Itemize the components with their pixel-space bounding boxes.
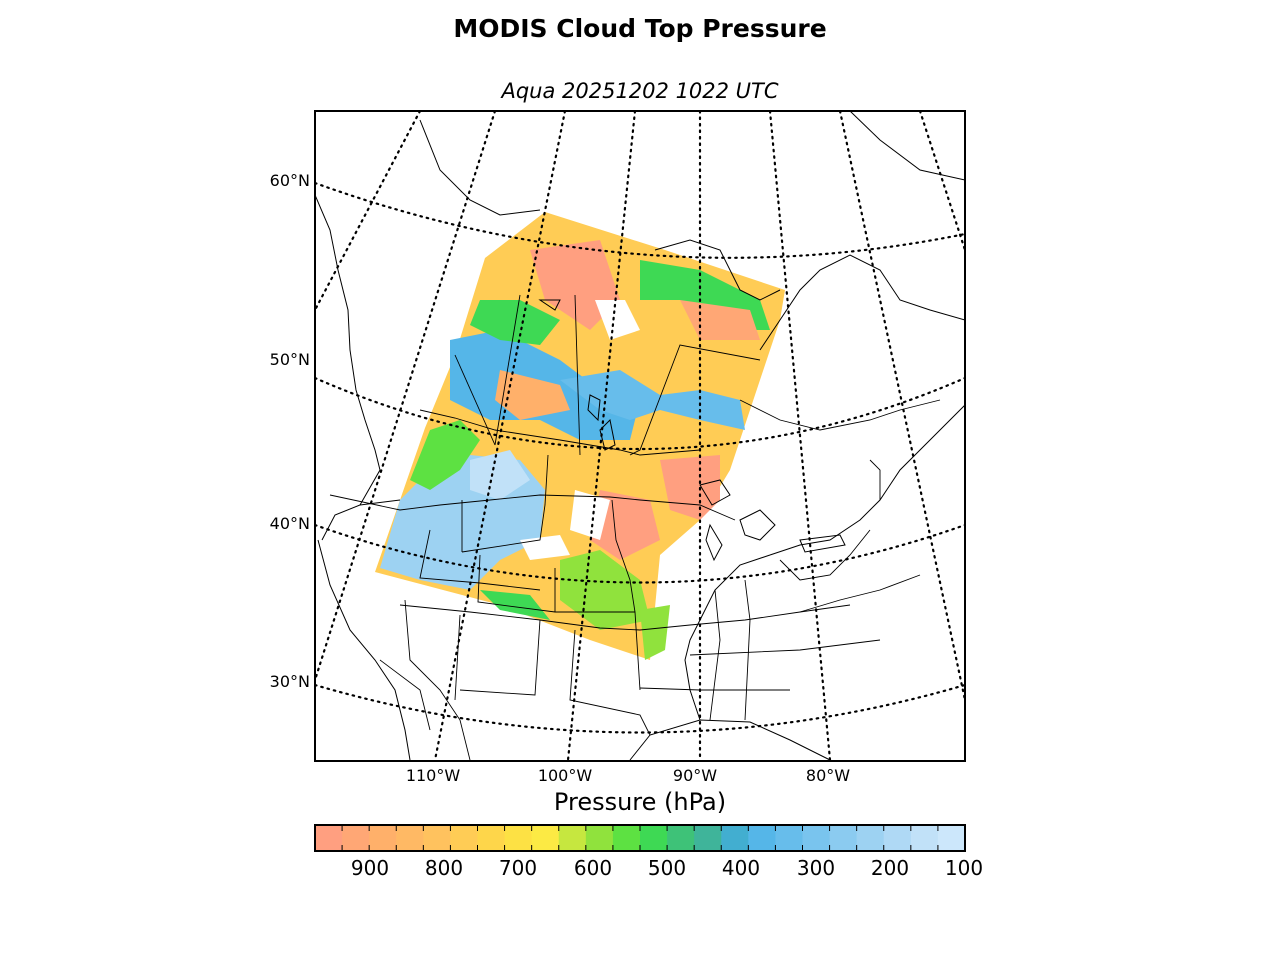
colorbar-cell (423, 825, 451, 851)
lat-label-50n: 50°N (269, 350, 310, 369)
colorbar-tick: 400 (721, 856, 761, 880)
colorbar-cell (883, 825, 912, 851)
colorbar-cell (748, 825, 776, 851)
lakes (538, 299, 846, 562)
colorbar-cell (829, 825, 858, 851)
lon-label-90w: 90°W (672, 766, 718, 785)
lon-label-100w: 100°W (537, 766, 593, 785)
colorbar-tick: 600 (573, 856, 613, 880)
colorbar-tick: 500 (647, 856, 687, 880)
colorbar-cell (477, 825, 506, 851)
meridian-120w (315, 111, 422, 312)
lon-label-80w: 80°W (805, 766, 851, 785)
meridian-60w (838, 111, 965, 702)
colorbar-cell (910, 825, 939, 851)
colorbar-cell (856, 825, 885, 851)
parallel-30n (315, 683, 965, 734)
lat-label-40n: 40°N (269, 514, 310, 533)
colorbar-cell (396, 825, 424, 851)
colorbar-cell (694, 825, 722, 851)
lat-label-30n: 30°N (269, 672, 310, 691)
meridian-100w (433, 111, 567, 761)
colorbar-cell (775, 825, 803, 851)
meridian-70w (768, 111, 832, 761)
colorbar-cell (721, 825, 749, 851)
colorbar-cell (450, 825, 478, 851)
meridian-110w (315, 111, 497, 682)
colorbar-cell (612, 825, 641, 851)
colorbar-tick: 100 (944, 856, 984, 880)
meridian-90w (566, 111, 637, 761)
parallel-50n (315, 376, 965, 451)
colorbar-tick: 900 (350, 856, 390, 880)
map-frame (314, 110, 966, 762)
colorbar-tick: 700 (498, 856, 538, 880)
map-subtitle: Aqua 20251202 1022 UTC (501, 79, 779, 103)
parallel-60n (315, 181, 965, 259)
colorbar-label: Pressure (hPa) (553, 788, 727, 816)
colorbar-cell (315, 825, 343, 851)
colorbar-cell (640, 825, 668, 851)
parallel-40n (315, 523, 965, 584)
lon-label-110w: 110°W (405, 766, 461, 785)
colorbar (315, 825, 966, 851)
map-title: MODIS Cloud Top Pressure (453, 14, 827, 43)
colorbar-cell (802, 825, 831, 851)
coastlines (315, 111, 965, 761)
meridian-50w (918, 111, 965, 252)
colorbar-cell (937, 825, 966, 851)
colorbar-tick: 200 (870, 856, 910, 880)
colorbar-frame (314, 824, 966, 852)
colorbar-tick: 800 (424, 856, 464, 880)
lat-label-60n: 60°N (269, 171, 310, 190)
colorbar-cell (531, 825, 560, 851)
colorbar-cell (558, 825, 587, 851)
swath-image (375, 212, 785, 660)
colorbar-cell (667, 825, 695, 851)
colorbar-tick: 300 (796, 856, 836, 880)
colorbar-cell (369, 825, 397, 851)
colorbar-cell (585, 825, 614, 851)
colorbar-cell (342, 825, 370, 851)
graticule (315, 111, 965, 761)
borders (329, 294, 941, 761)
colorbar-cell (504, 825, 533, 851)
